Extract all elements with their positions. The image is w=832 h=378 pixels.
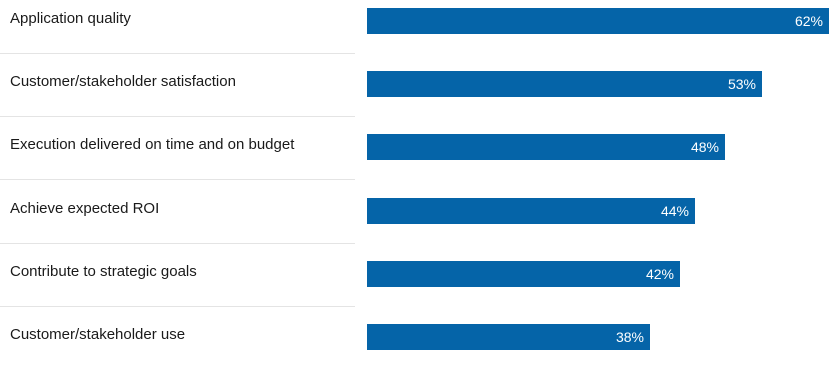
bar-value-label: 42% bbox=[645, 265, 674, 282]
category-label: Customer/stakeholder satisfaction bbox=[10, 73, 236, 91]
bar-chart: Application quality 62% Customer/stakehold… bbox=[0, 0, 832, 350]
bar: 48% bbox=[367, 134, 725, 161]
category-label: Achieve expected ROI bbox=[10, 199, 160, 217]
bar: 53% bbox=[367, 71, 762, 98]
chart-row: Achieve expected ROI 44% bbox=[0, 190, 832, 252]
row-divider bbox=[0, 242, 355, 244]
chart-row: Customer/stakeholder satisfaction 53% bbox=[0, 63, 832, 125]
category-label: Contribute to strategic goals bbox=[10, 262, 197, 280]
bar-value-label: 38% bbox=[615, 329, 644, 345]
bar-value-label: 44% bbox=[660, 202, 689, 219]
chart-row: Application quality 62% bbox=[0, 0, 832, 62]
bar-value-label: 62% bbox=[794, 13, 823, 29]
row-divider bbox=[0, 305, 355, 307]
row-divider bbox=[0, 179, 355, 181]
row-divider bbox=[0, 116, 355, 118]
category-label: Execution delivered on time and on budge… bbox=[10, 136, 295, 154]
chart-row: Contribute to strategic goals 42% bbox=[0, 253, 832, 315]
bar: 38% bbox=[367, 324, 650, 350]
bar: 44% bbox=[367, 197, 695, 224]
category-label: Application quality bbox=[10, 10, 131, 27]
chart-row: Customer/stakeholder use 38% bbox=[0, 316, 832, 378]
bar: 42% bbox=[367, 260, 680, 287]
bar-value-label: 48% bbox=[690, 139, 719, 156]
bar: 62% bbox=[367, 8, 829, 34]
chart-row: Execution delivered on time and on budge… bbox=[0, 126, 832, 188]
category-label: Customer/stakeholder use bbox=[10, 326, 186, 343]
row-divider bbox=[0, 53, 355, 54]
bar-value-label: 53% bbox=[727, 76, 756, 93]
